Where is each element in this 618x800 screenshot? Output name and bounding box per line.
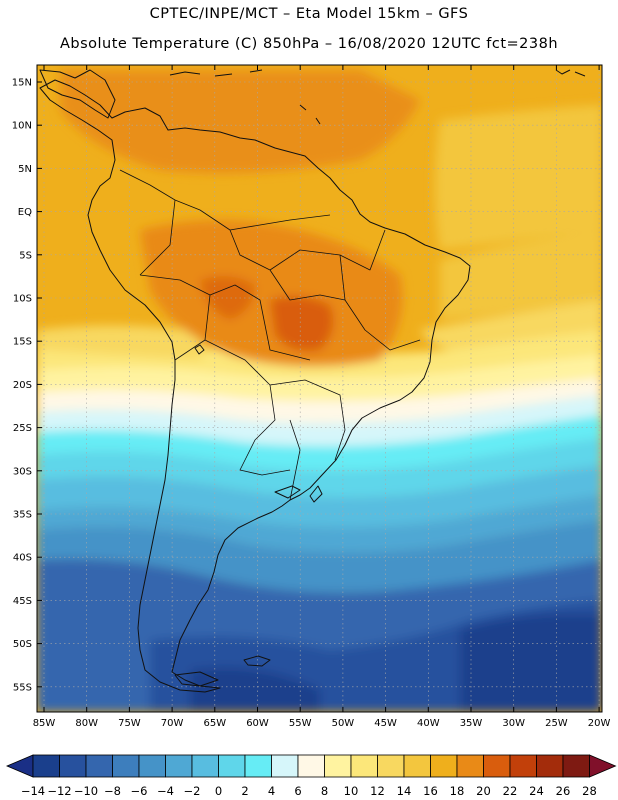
longitude-label: 50W — [332, 718, 355, 729]
lake-titicaca — [194, 344, 205, 355]
colorbar-swatch — [430, 754, 458, 778]
longitude-label: 40W — [417, 718, 440, 729]
longitude-label: 80W — [75, 718, 98, 729]
colorbar-label: −4 — [157, 784, 174, 798]
latitude-label: 40S — [13, 553, 32, 564]
longitude-label: 60W — [246, 718, 269, 729]
latitude-label: 55S — [13, 682, 32, 693]
colorbar-swatch — [244, 754, 272, 778]
colorbar-swatch — [112, 754, 140, 778]
chart-title-line-2: Absolute Temperature (C) 850hPa – 16/08/… — [59, 36, 559, 52]
colorbar: −14 −12 −10 −8 −6 −4 −2 0 2 4 6 8 10 12 14 16 18 20 22 24 26… — [5, 754, 617, 798]
colorbar-label: 14 — [397, 784, 412, 798]
coastlines-and-borders — [39, 69, 586, 693]
south-america-coastline — [39, 79, 471, 693]
colorbar-label: 10 — [344, 784, 359, 798]
colorbar-swatch — [59, 754, 87, 778]
colorbar-swatch — [350, 754, 378, 778]
island-falklands — [243, 655, 271, 667]
chart-title-line-1: CPTEC/INPE/MCT – Eta Model 15km – GFS — [149, 6, 469, 22]
colorbar-swatch — [483, 754, 511, 778]
colorbar-label: 26 — [556, 784, 571, 798]
colorbar-label: −12 — [47, 784, 71, 798]
colorbar-label: 6 — [294, 784, 301, 798]
lagoa-dos-patos — [309, 485, 323, 503]
colorbar-swatch — [165, 754, 193, 778]
colorbar-label: −14 — [21, 784, 45, 798]
colorbar-label: 4 — [268, 784, 275, 798]
island-tierra-del-fuego — [174, 671, 219, 687]
caribbean-islands — [169, 69, 586, 125]
latitude-label: 50S — [13, 639, 32, 650]
colorbar-swatch — [85, 754, 113, 778]
temperature-field — [37, 65, 602, 712]
latitude-label: 15N — [12, 78, 32, 89]
central-america-coast — [39, 69, 116, 119]
rio-de-la-plata — [274, 485, 301, 499]
colorbar-swatch — [377, 754, 405, 778]
longitude-label: 65W — [203, 718, 226, 729]
colorbar-label: 12 — [370, 784, 385, 798]
latitude-label: 25S — [13, 423, 32, 434]
latitude-label: 5N — [18, 164, 32, 175]
longitude-label: 55W — [289, 718, 312, 729]
colorbar-swatch — [297, 754, 325, 778]
colorbar-swatch — [271, 754, 299, 778]
colorbar-under-triangle — [5, 754, 34, 778]
colorbar-label: −10 — [74, 784, 98, 798]
longitude-label: 45W — [374, 718, 397, 729]
latitude-label: 35S — [13, 510, 32, 521]
latitude-label: 10S — [13, 294, 32, 305]
latitude-label: 15S — [13, 337, 32, 348]
longitude-label: 30W — [502, 718, 525, 729]
colorbar-label: −2 — [184, 784, 201, 798]
colorbar-swatch — [218, 754, 246, 778]
colorbar-swatch — [138, 754, 166, 778]
colorbar-label: 28 — [582, 784, 597, 798]
latitude-label: 30S — [13, 466, 32, 477]
latitude-label: EQ — [18, 207, 32, 218]
colorbar-label: 20 — [476, 784, 491, 798]
latitude-label: 5S — [19, 250, 32, 261]
colorbar-label: −6 — [131, 784, 148, 798]
latitude-label: 20S — [13, 380, 32, 391]
colorbar-label: 24 — [529, 784, 544, 798]
longitude-label: 35W — [460, 718, 483, 729]
longitude-label: 75W — [118, 718, 141, 729]
country-borders — [119, 169, 421, 501]
colorbar-over-triangle — [589, 754, 617, 778]
colorbar-label: 18 — [450, 784, 465, 798]
colorbar-swatch — [191, 754, 219, 778]
colorbar-label: 2 — [241, 784, 248, 798]
colorbar-label: 0 — [215, 784, 222, 798]
colorbar-swatch — [456, 754, 484, 778]
colorbar-label: −8 — [104, 784, 121, 798]
latitude-label: 10N — [12, 121, 32, 132]
colorbar-swatch — [562, 754, 590, 778]
colorbar-swatch — [536, 754, 564, 778]
colorbar-label: 22 — [503, 784, 518, 798]
colorbar-label: 16 — [423, 784, 438, 798]
map-frame: 15N 10N 5N EQ 5S 10S 15S 20S 25S 30S 35S 40S 45S 50S 5… — [12, 64, 611, 729]
colorbar-label: 8 — [321, 784, 328, 798]
longitude-label: 25W — [545, 718, 568, 729]
colorbar-swatch — [403, 754, 431, 778]
longitude-label: 70W — [161, 718, 184, 729]
latitude-label: 45S — [13, 596, 32, 607]
colorbar-swatch — [509, 754, 537, 778]
longitude-label: 85W — [33, 718, 56, 729]
longitude-label: 20W — [588, 718, 611, 729]
colorbar-swatch — [32, 754, 60, 778]
colorbar-swatch — [324, 754, 352, 778]
